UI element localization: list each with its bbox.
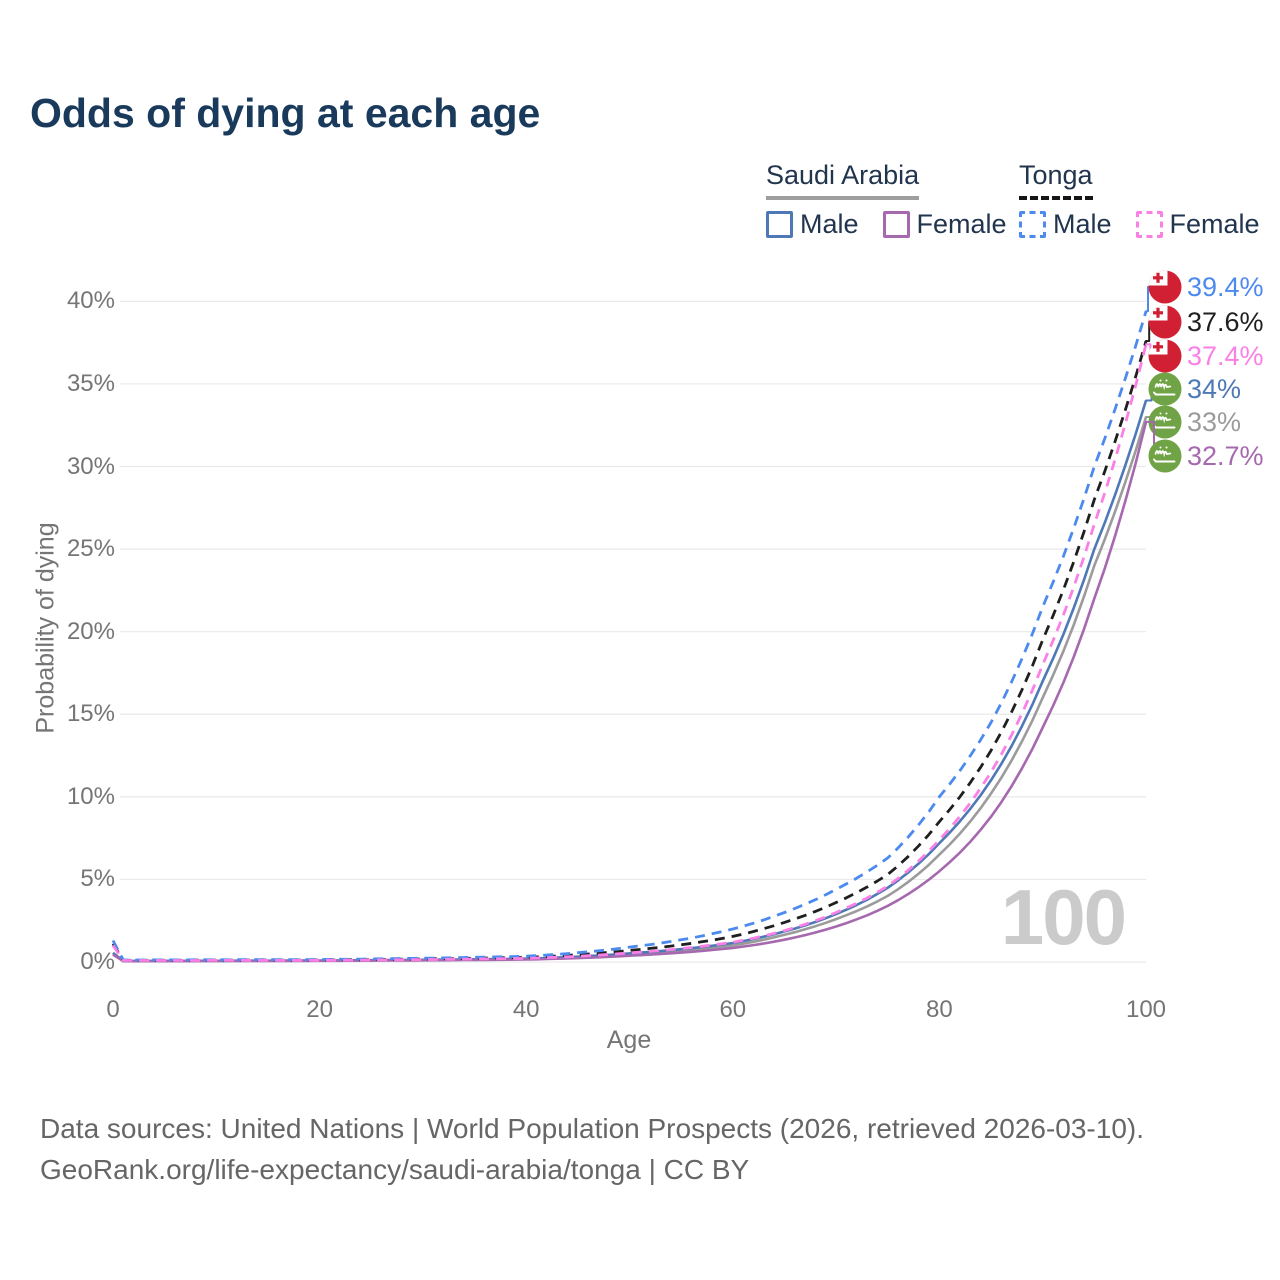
y-tick-label: 0% — [80, 948, 115, 975]
end-value-label-saudi-arabia-male: 34% — [1187, 374, 1242, 404]
y-tick-label: 30% — [66, 452, 115, 480]
data-sources-line: Data sources: United Nations | World Pop… — [40, 1113, 1145, 1144]
end-value-label-tonga-both-sexes: 37.6% — [1187, 307, 1264, 337]
legend-label: Female — [916, 209, 1007, 239]
x-tick-label: 100 — [1125, 996, 1167, 1023]
x-tick-label: 20 — [306, 996, 333, 1023]
series-line-saudi-arabia-female[interactable] — [112, 421, 1148, 963]
legend-label: Male — [800, 209, 859, 239]
saudi-female-swatch — [882, 211, 910, 238]
legend-label: Male — [1053, 209, 1112, 239]
series-line-tonga-both-sexes[interactable] — [111, 340, 1148, 962]
y-tick-label: 25% — [66, 535, 115, 563]
x-tick-label: 60 — [719, 996, 747, 1023]
end-value-label-saudi-arabia-female: 32.7% — [1187, 441, 1264, 471]
x-tick-label: 40 — [512, 996, 540, 1023]
x-tick-label: 0 — [106, 996, 120, 1023]
series-line-tonga-male[interactable] — [111, 310, 1148, 962]
saudi-arabia-flag-icon — [1148, 439, 1182, 473]
tonga-male-swatch — [1019, 211, 1046, 238]
series-line-saudi-arabia-male[interactable] — [112, 400, 1148, 963]
legend-tonga-header[interactable]: Tonga — [1019, 160, 1093, 200]
y-tick-label: 10% — [66, 782, 115, 810]
y-tick-label: 20% — [66, 617, 115, 645]
footer: Data sources: United Nations | World Pop… — [40, 1108, 1144, 1190]
y-tick-label: 35% — [66, 369, 115, 397]
tonga-flag-icon — [1148, 339, 1182, 373]
legend-label: Female — [1169, 209, 1260, 239]
legend-item-saudi-male[interactable]: Male — [766, 209, 859, 240]
saudi-male-swatch — [766, 211, 793, 238]
legend-group-saudi-arabia: Saudi Arabia Male Female — [766, 160, 1007, 240]
end-value-label-tonga-male: 39.4% — [1187, 272, 1264, 302]
legend-item-tonga-female[interactable]: Female — [1135, 209, 1260, 240]
y-tick-label: 15% — [66, 700, 115, 728]
series-line-tonga-female[interactable] — [111, 343, 1148, 962]
tonga-female-swatch — [1135, 211, 1163, 238]
hover-age-indicator: 100 — [1000, 873, 1127, 961]
attribution-line: GeoRank.org/life-expectancy/saudi-arabia… — [40, 1154, 750, 1185]
y-tick-label: 40% — [66, 287, 115, 315]
legend-saudi-arabia-header[interactable]: Saudi Arabia — [766, 160, 920, 200]
x-axis-title: Age — [606, 1026, 652, 1054]
page-title: Odds of dying at each age — [30, 90, 541, 136]
tonga-flag-icon — [1148, 305, 1182, 339]
end-value-label-saudi-arabia-both-sexes: 33% — [1187, 407, 1242, 437]
legend-item-saudi-female[interactable]: Female — [882, 209, 1007, 240]
y-tick-label: 5% — [80, 865, 115, 893]
legend-group-tonga: Tonga Male Female — [1019, 160, 1260, 240]
tonga-flag-icon — [1148, 270, 1182, 304]
saudi-arabia-flag-icon — [1148, 372, 1182, 406]
legend-item-tonga-male[interactable]: Male — [1019, 209, 1112, 240]
x-tick-label: 80 — [926, 996, 953, 1023]
end-value-label-tonga-female: 37.4% — [1187, 341, 1264, 371]
